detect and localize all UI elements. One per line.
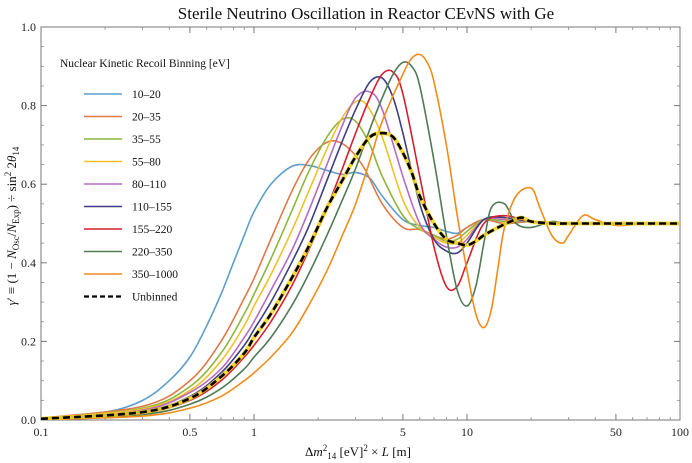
legend-label: 110–155: [132, 202, 172, 214]
x-tick-label: 1: [251, 425, 257, 439]
x-tick-label: 10: [461, 425, 473, 439]
legend-label: 10–20: [132, 89, 161, 101]
svg-text:γ′ ≡ (1 − NOsc/NExp) ÷ sin2 2θ: γ′ ≡ (1 − NOsc/NExp) ÷ sin2 2θ14: [3, 146, 21, 305]
y-tick-label: 0.2: [21, 334, 36, 348]
x-tick-label: 50: [610, 425, 622, 439]
legend-label: 20–35: [132, 112, 161, 124]
series-lines: [41, 53, 680, 420]
series-line-35-55: [41, 116, 680, 420]
x-tick-label: 5: [400, 425, 406, 439]
legend: Nuclear Kinetic Recoil Binning [eV] 10–2…: [60, 58, 230, 304]
x-tick-label: 0.1: [34, 425, 49, 439]
legend-label: 35–55: [132, 134, 161, 146]
x-tick-label: 0.5: [182, 425, 197, 439]
legend-label: Unbinned: [132, 292, 178, 304]
y-tick-label: 0.6: [21, 177, 36, 191]
legend-label: 350–1000: [132, 269, 178, 281]
y-tick-label: 1.0: [21, 20, 36, 34]
y-tick-label: 0.0: [21, 413, 36, 427]
series-line-155-220: [41, 69, 680, 420]
y-tick-label: 0.4: [21, 256, 36, 270]
series-line-80-110: [41, 90, 680, 420]
legend-label: 155–220: [132, 224, 173, 236]
series-line-110-155: [41, 76, 680, 420]
legend-label: 55–80: [132, 157, 161, 169]
legend-label: 80–110: [132, 179, 166, 191]
series-line-unbinned: [41, 131, 680, 420]
chart-title: Sterile Neutrino Oscillation in Reactor …: [178, 4, 554, 23]
series-line-220-350: [41, 61, 680, 420]
y-axis-label: γ′ ≡ (1 − NOsc/NExp) ÷ sin2 2θ14: [3, 146, 21, 305]
series-line-350-1000: [41, 53, 680, 420]
legend-title: Nuclear Kinetic Recoil Binning [eV]: [60, 58, 230, 70]
x-tick-label: 100: [671, 425, 689, 439]
legend-label: 220–350: [132, 247, 173, 259]
y-tick-label: 0.8: [21, 99, 36, 113]
axis-ticks: 0.1 0.5 1 5 10 50 100 0.0 0.2 0.4 0.6 0.8 1.0: [21, 20, 689, 439]
x-axis-label: Δm214 [eV]2 × L [m]: [305, 443, 411, 461]
